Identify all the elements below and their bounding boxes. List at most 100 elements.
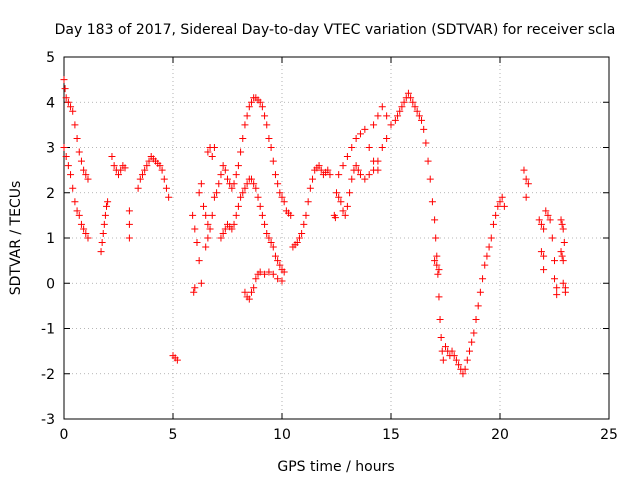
data-point <box>190 288 198 296</box>
data-point <box>346 189 354 197</box>
data-point <box>280 198 288 206</box>
y-tick-label: -2 <box>41 367 55 383</box>
data-point <box>61 85 69 93</box>
data-point <box>77 157 85 165</box>
data-point <box>60 76 68 84</box>
data-point <box>378 144 386 151</box>
data-point <box>210 144 218 151</box>
data-point <box>352 162 360 170</box>
data-point <box>354 166 362 174</box>
data-point <box>540 225 548 233</box>
data-point <box>431 216 439 224</box>
data-point <box>75 148 83 156</box>
data-point <box>232 211 240 219</box>
data-point <box>162 184 170 192</box>
data-point <box>69 184 77 192</box>
data-point <box>435 293 443 301</box>
data-point <box>247 175 255 183</box>
data-point <box>221 166 229 174</box>
data-point <box>489 220 497 228</box>
data-point <box>103 202 111 210</box>
data-point <box>160 175 168 183</box>
data-point <box>261 270 269 278</box>
data-point <box>261 112 269 120</box>
data-point <box>84 234 92 242</box>
data-point <box>237 193 245 201</box>
data-point <box>219 162 227 170</box>
data-point <box>141 166 149 174</box>
data-point <box>370 166 378 174</box>
data-point <box>331 214 339 222</box>
data-point <box>561 288 569 296</box>
y-tick-label: 5 <box>46 50 55 66</box>
data-point <box>537 248 545 256</box>
data-point <box>228 184 236 192</box>
data-point <box>442 343 449 351</box>
data-point <box>217 171 225 179</box>
data-point <box>239 189 247 197</box>
data-point <box>315 162 323 170</box>
data-point <box>104 198 112 206</box>
data-points <box>60 76 569 378</box>
data-point <box>239 134 247 142</box>
data-point <box>356 130 364 138</box>
axis-ticks: 0 5 10 15 20 25 -3 -2 -1 0 1 2 3 4 5 <box>41 50 618 443</box>
data-point <box>383 134 391 142</box>
data-point <box>230 220 238 228</box>
data-point <box>252 275 260 283</box>
data-point <box>348 175 356 183</box>
data-point <box>343 202 351 210</box>
data-point <box>202 211 210 219</box>
data-point <box>324 166 332 174</box>
x-tick-label: 25 <box>600 427 618 443</box>
data-point <box>125 207 133 215</box>
data-point <box>439 356 447 364</box>
data-point <box>557 248 565 256</box>
data-point <box>559 225 567 233</box>
data-point <box>434 270 442 278</box>
data-point <box>465 347 473 355</box>
data-point <box>546 216 554 224</box>
data-point <box>524 180 532 188</box>
data-point <box>409 98 417 106</box>
data-point <box>247 98 255 106</box>
data-point <box>256 98 264 106</box>
data-point <box>80 225 88 233</box>
data-point <box>208 211 216 219</box>
data-point <box>143 162 151 170</box>
data-point <box>339 207 347 215</box>
x-tick-label: 0 <box>60 427 69 443</box>
data-point <box>553 291 561 299</box>
data-point <box>195 189 203 197</box>
data-point <box>431 257 439 265</box>
data-point <box>265 268 273 276</box>
data-point <box>420 125 428 133</box>
data-point <box>343 153 351 161</box>
data-point <box>274 275 282 283</box>
grid-lines <box>64 57 609 419</box>
data-point <box>278 277 286 285</box>
data-point <box>241 288 249 296</box>
data-point <box>560 239 568 247</box>
data-point <box>365 144 373 151</box>
data-point <box>426 175 434 183</box>
y-tick-label: 3 <box>46 141 55 157</box>
data-point <box>535 216 543 224</box>
x-tick-label: 10 <box>273 427 291 443</box>
data-point <box>73 134 81 142</box>
data-point <box>271 252 279 260</box>
data-point <box>274 180 282 188</box>
data-point <box>69 107 77 115</box>
data-point <box>138 171 146 179</box>
data-point <box>361 175 369 183</box>
data-point <box>557 216 565 224</box>
data-point <box>435 266 443 274</box>
data-point <box>99 229 107 237</box>
data-point <box>300 220 308 228</box>
data-point <box>258 103 266 111</box>
data-point <box>335 193 343 201</box>
data-point <box>411 103 419 111</box>
data-point <box>191 284 199 292</box>
data-point <box>540 266 548 274</box>
